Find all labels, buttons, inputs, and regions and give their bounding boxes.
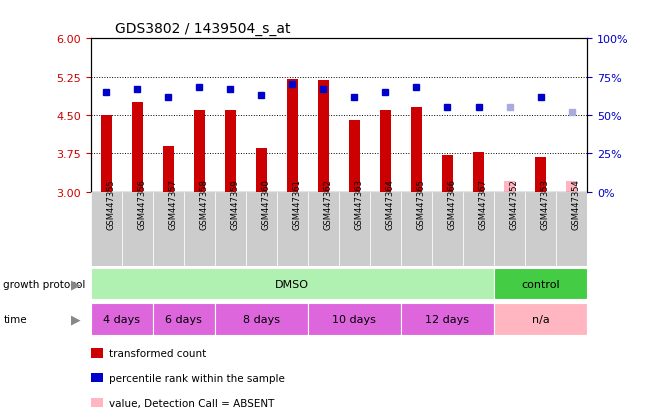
- Bar: [225, 111, 236, 192]
- Text: GDS3802 / 1439504_s_at: GDS3802 / 1439504_s_at: [115, 21, 291, 36]
- Bar: [153, 192, 184, 266]
- Bar: [339, 192, 370, 266]
- Text: GSM447358: GSM447358: [199, 178, 208, 229]
- Text: 4 days: 4 days: [103, 314, 140, 324]
- Text: transformed count: transformed count: [109, 348, 207, 358]
- Bar: [194, 111, 205, 192]
- Bar: [504, 182, 515, 192]
- Bar: [525, 192, 556, 266]
- Bar: [401, 303, 494, 335]
- Text: GSM447356: GSM447356: [137, 178, 146, 229]
- Text: ▶: ▶: [71, 278, 81, 290]
- Text: percentile rank within the sample: percentile rank within the sample: [109, 373, 285, 383]
- Bar: [91, 303, 153, 335]
- Text: n/a: n/a: [531, 314, 550, 324]
- Text: control: control: [521, 279, 560, 289]
- Text: GSM447352: GSM447352: [509, 178, 519, 229]
- Text: GSM447363: GSM447363: [354, 178, 364, 229]
- Text: 10 days: 10 days: [332, 314, 376, 324]
- Bar: [121, 192, 153, 266]
- Text: 6 days: 6 days: [165, 314, 202, 324]
- Bar: [473, 152, 484, 192]
- Bar: [411, 108, 422, 192]
- Text: DMSO: DMSO: [275, 279, 309, 289]
- Bar: [401, 192, 432, 266]
- Text: value, Detection Call = ABSENT: value, Detection Call = ABSENT: [109, 398, 274, 408]
- Bar: [101, 116, 111, 192]
- Text: GSM447361: GSM447361: [293, 178, 301, 229]
- Bar: [91, 192, 121, 266]
- Bar: [308, 192, 339, 266]
- Bar: [380, 111, 391, 192]
- Bar: [287, 80, 298, 192]
- Bar: [432, 192, 463, 266]
- Text: GSM447353: GSM447353: [541, 178, 550, 229]
- Text: ▶: ▶: [71, 313, 81, 325]
- Bar: [215, 303, 308, 335]
- Bar: [535, 157, 546, 192]
- Bar: [215, 192, 246, 266]
- Bar: [566, 182, 577, 192]
- Bar: [256, 149, 266, 192]
- Text: GSM447359: GSM447359: [230, 178, 240, 229]
- Text: GSM447366: GSM447366: [448, 178, 456, 229]
- Bar: [494, 303, 587, 335]
- Bar: [246, 192, 277, 266]
- Text: GSM447357: GSM447357: [168, 178, 177, 229]
- Text: GSM447365: GSM447365: [417, 178, 425, 229]
- Bar: [153, 303, 215, 335]
- Bar: [463, 192, 494, 266]
- Bar: [318, 81, 329, 192]
- Bar: [91, 268, 494, 300]
- Bar: [308, 303, 401, 335]
- Text: GSM447355: GSM447355: [106, 178, 115, 229]
- Bar: [184, 192, 215, 266]
- Text: GSM447367: GSM447367: [478, 178, 488, 229]
- Bar: [442, 155, 453, 192]
- Text: GSM447360: GSM447360: [261, 178, 270, 229]
- Text: GSM447354: GSM447354: [572, 178, 580, 229]
- Bar: [163, 146, 174, 192]
- Text: GSM447364: GSM447364: [385, 178, 395, 229]
- Bar: [494, 268, 587, 300]
- Text: 8 days: 8 days: [243, 314, 280, 324]
- Text: GSM447362: GSM447362: [323, 178, 332, 229]
- Bar: [494, 192, 525, 266]
- Bar: [370, 192, 401, 266]
- Bar: [349, 121, 360, 192]
- Text: growth protocol: growth protocol: [3, 279, 86, 289]
- Bar: [277, 192, 308, 266]
- Text: 12 days: 12 days: [425, 314, 470, 324]
- Bar: [132, 103, 142, 192]
- Text: time: time: [3, 314, 27, 324]
- Bar: [556, 192, 587, 266]
